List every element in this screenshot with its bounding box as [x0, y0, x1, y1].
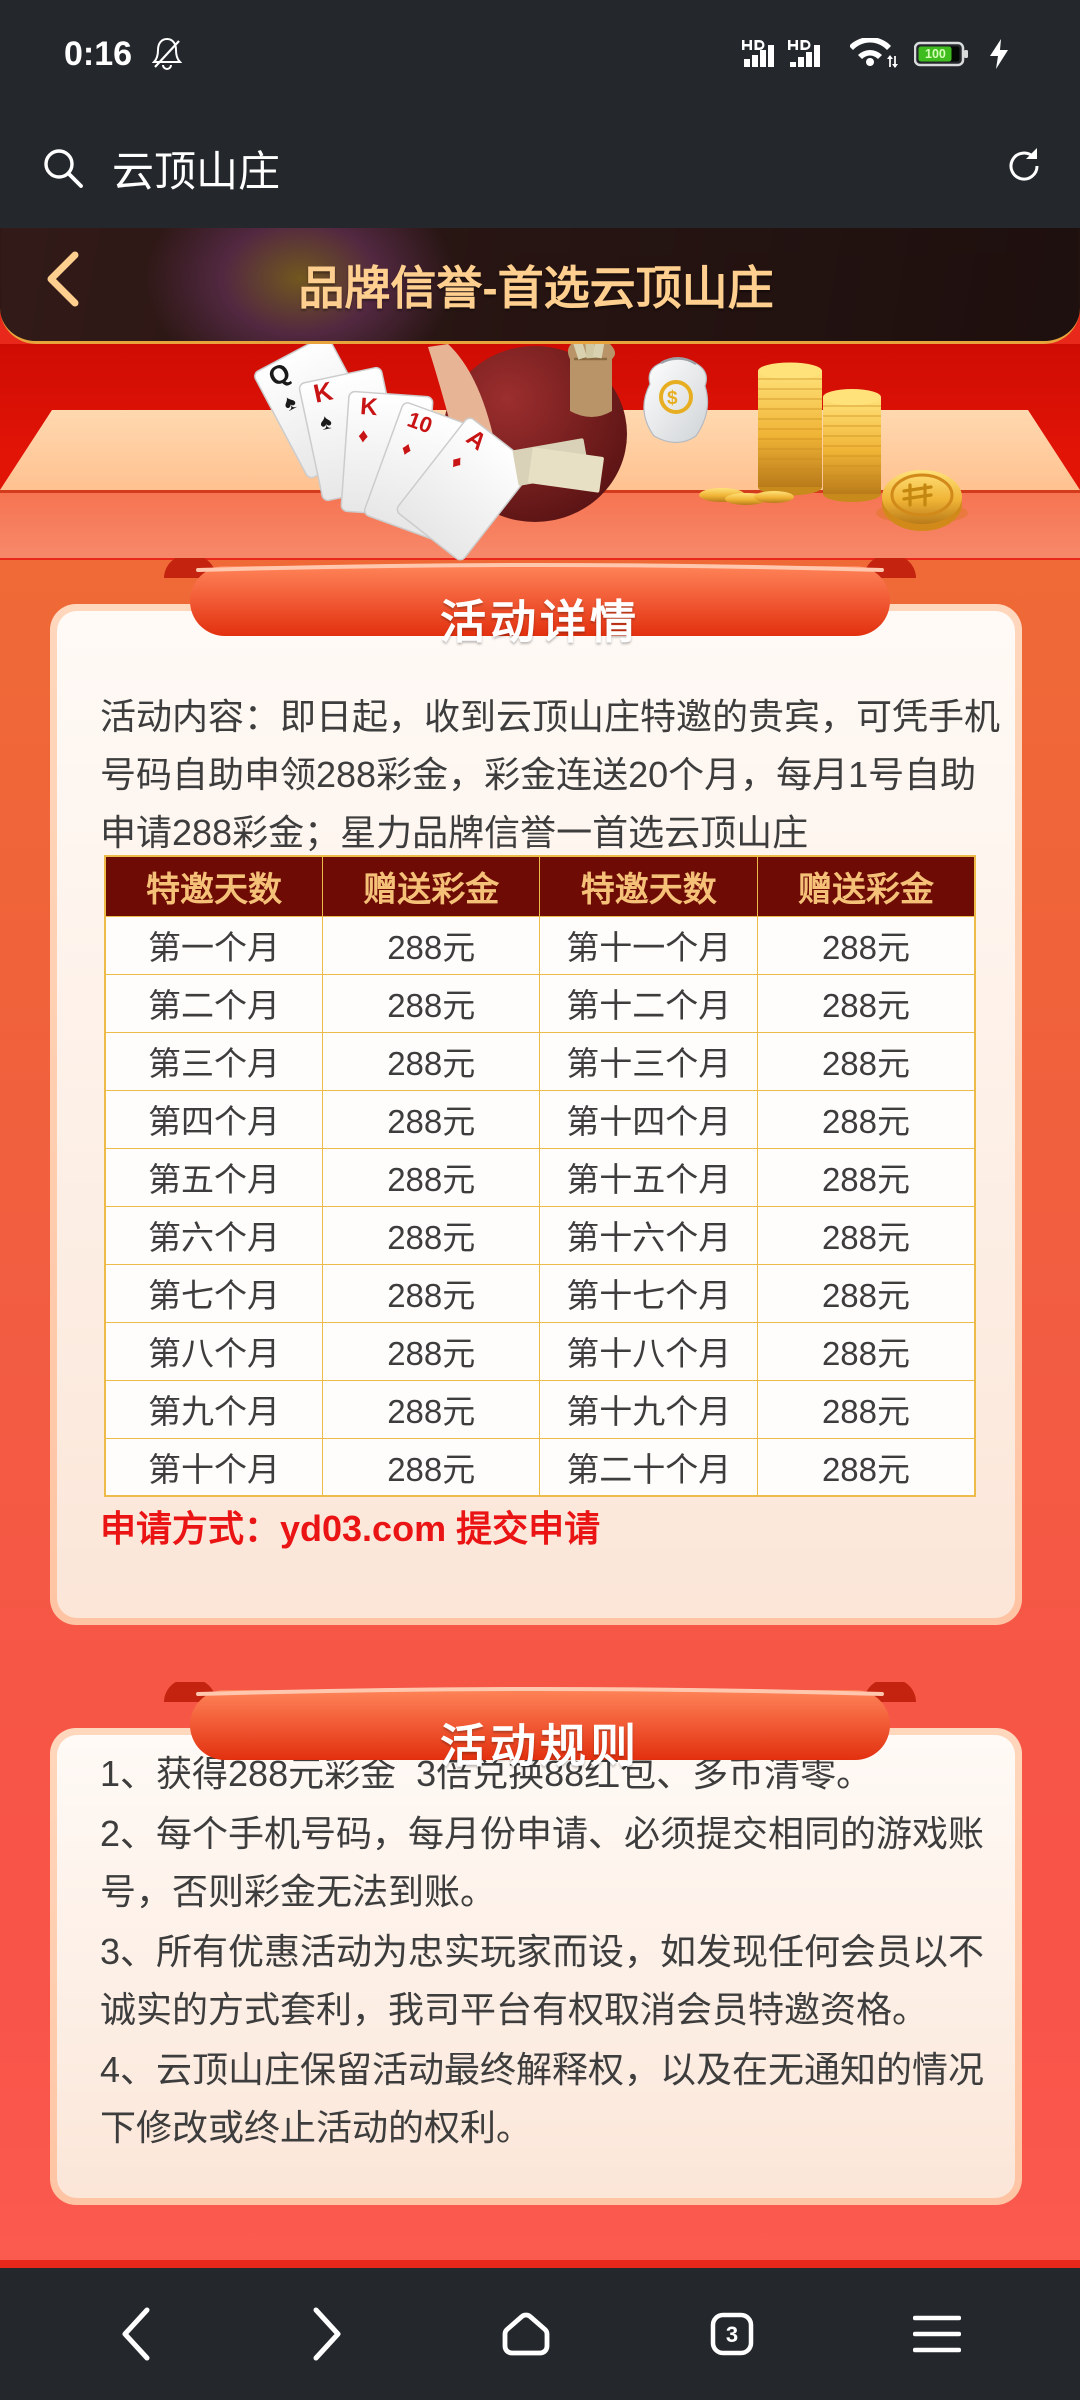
svg-text:100: 100 [925, 47, 946, 61]
svg-text:K: K [359, 393, 379, 421]
svg-text:♦: ♦ [357, 425, 369, 448]
svg-text:$: $ [667, 388, 678, 409]
svg-text:3: 3 [725, 2322, 737, 2347]
